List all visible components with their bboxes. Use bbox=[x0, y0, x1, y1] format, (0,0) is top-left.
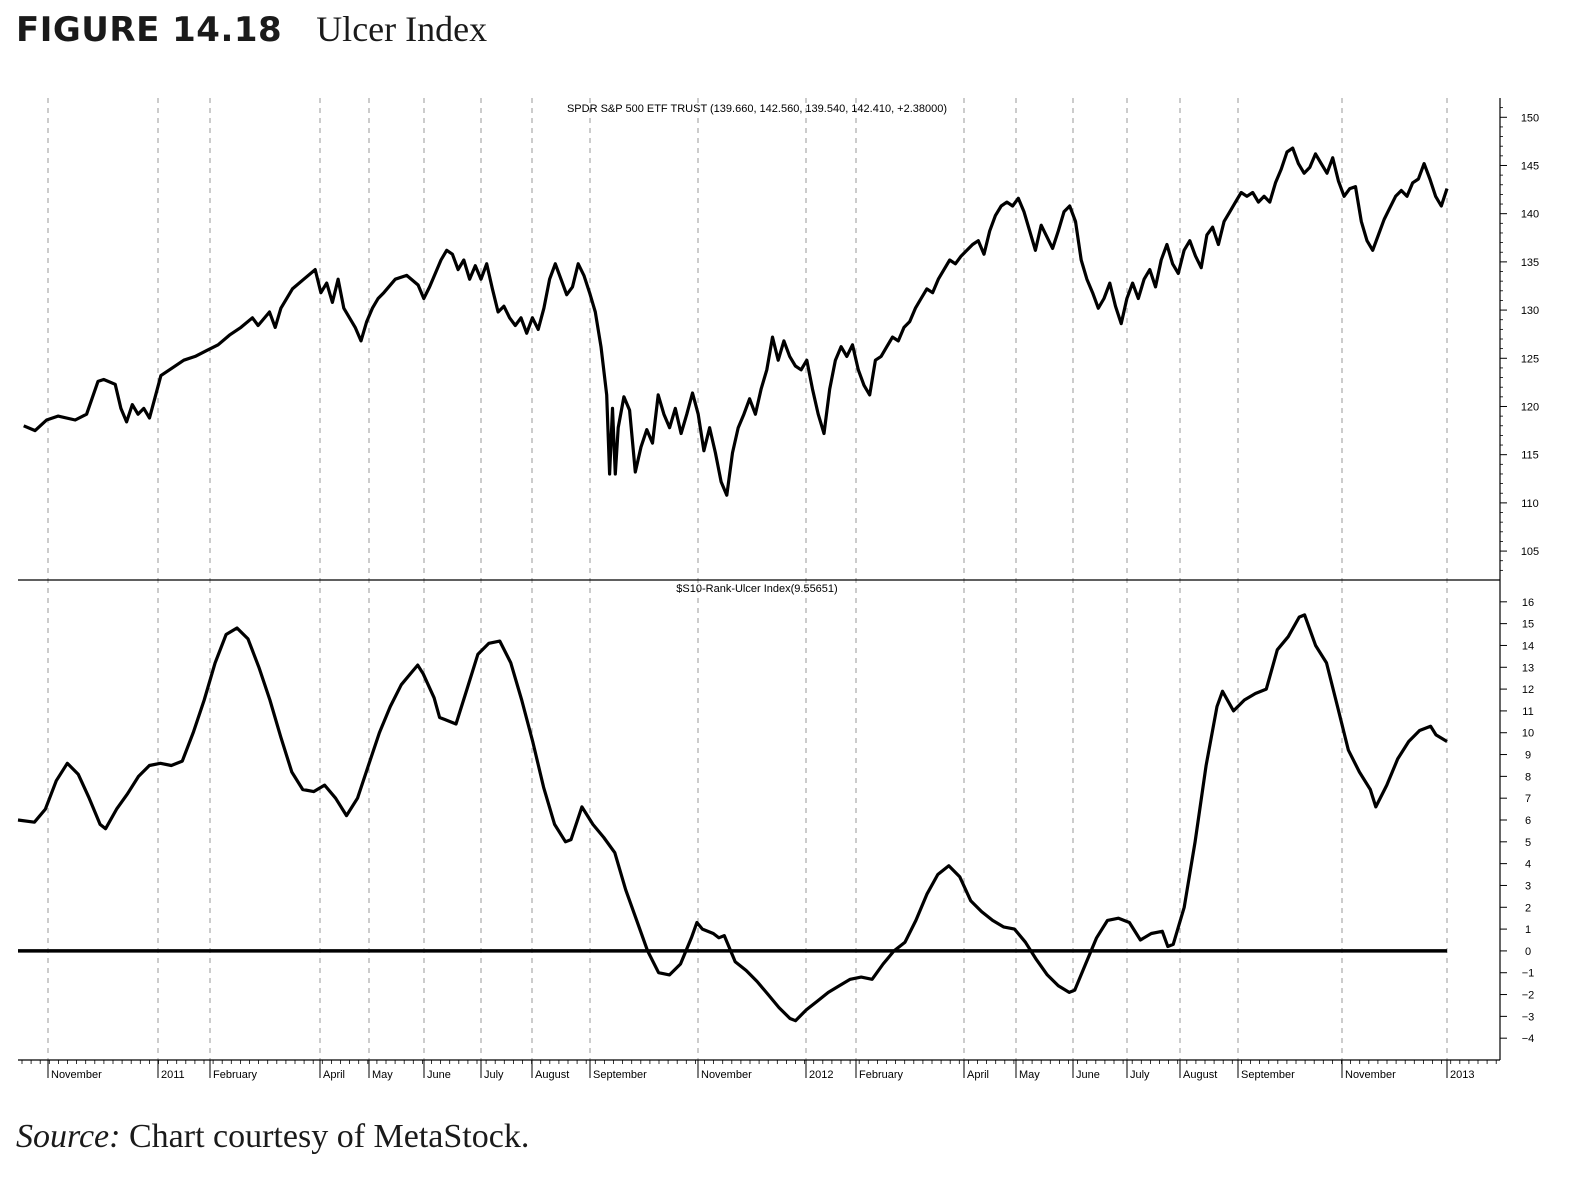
x-axis: November 2011 February April May June July Augu… bbox=[21, 1060, 1497, 1081]
x-tick-label: 2012 bbox=[809, 1069, 833, 1081]
price-series-line bbox=[23, 146, 1449, 497]
x-tick-label: February bbox=[859, 1069, 904, 1081]
ulcer-panel-title: $S10-Rank-Ulcer Index(9.55651) bbox=[676, 583, 837, 595]
x-tick-label: April bbox=[967, 1069, 989, 1081]
source-text: Chart courtesy of MetaStock. bbox=[128, 1118, 530, 1155]
y-tick-label: 140 bbox=[1521, 209, 1539, 221]
y-tick-label: 16 bbox=[1522, 597, 1534, 609]
y-tick-label: 13 bbox=[1522, 662, 1534, 674]
y-tick-label: 120 bbox=[1521, 401, 1539, 413]
y-tick-label: −3 bbox=[1522, 1011, 1535, 1023]
y-tick-label: 125 bbox=[1521, 353, 1539, 365]
y-tick-label: 14 bbox=[1522, 640, 1534, 652]
source-label: Source: bbox=[16, 1118, 121, 1155]
x-tick-label: August bbox=[535, 1069, 569, 1081]
x-tick-label: June bbox=[1076, 1069, 1100, 1081]
figure-number: FIGURE 14.18 bbox=[16, 10, 283, 50]
y-tick-label: 150 bbox=[1521, 112, 1539, 124]
source-note: Source: Chart courtesy of MetaStock. bbox=[16, 1118, 529, 1156]
grid-lines bbox=[47, 98, 1448, 1060]
x-tick-label: November bbox=[1345, 1069, 1396, 1081]
x-tick-label: May bbox=[372, 1069, 393, 1081]
y-tick-label: 7 bbox=[1525, 793, 1531, 805]
y-tick-label: −4 bbox=[1522, 1033, 1535, 1045]
chart-canvas: SPDR S&P 500 ETF TRUST (139.660, 142.560… bbox=[17, 98, 1539, 1081]
x-tick-label: November bbox=[51, 1069, 102, 1081]
x-tick-label: February bbox=[213, 1069, 258, 1081]
price-panel-title: SPDR S&P 500 ETF TRUST (139.660, 142.560… bbox=[567, 103, 947, 115]
ulcer-series-line bbox=[17, 613, 1448, 1023]
x-tick-label: 2011 bbox=[161, 1069, 185, 1081]
x-tick-label: September bbox=[593, 1069, 647, 1081]
y-tick-label: 0 bbox=[1525, 946, 1531, 958]
y-tick-label: 3 bbox=[1525, 880, 1531, 892]
x-tick-label: April bbox=[323, 1069, 345, 1081]
y-tick-label: 115 bbox=[1521, 450, 1539, 462]
price-y-axis: 105 110 115 120 125 130 135 140 145 150 bbox=[1500, 107, 1539, 571]
x-tick-label: September bbox=[1241, 1069, 1295, 1081]
y-tick-label: 145 bbox=[1521, 160, 1539, 172]
x-tick-label: July bbox=[484, 1069, 504, 1081]
y-tick-label: 2 bbox=[1525, 902, 1531, 914]
y-tick-label: −2 bbox=[1522, 990, 1535, 1002]
y-tick-label: −1 bbox=[1522, 968, 1535, 980]
x-tick-label: 2013 bbox=[1450, 1069, 1474, 1081]
x-tick-label: May bbox=[1019, 1069, 1040, 1081]
y-tick-label: 130 bbox=[1521, 305, 1539, 317]
figure-header: FIGURE 14.18 Ulcer Index bbox=[16, 8, 487, 52]
x-tick-label: June bbox=[427, 1069, 451, 1081]
y-tick-label: 8 bbox=[1525, 771, 1531, 783]
y-tick-label: 1 bbox=[1525, 924, 1531, 936]
y-tick-label: 110 bbox=[1521, 498, 1539, 510]
y-tick-label: 9 bbox=[1525, 750, 1531, 762]
y-tick-label: 15 bbox=[1522, 619, 1534, 631]
y-tick-label: 135 bbox=[1521, 257, 1539, 269]
y-tick-label: 11 bbox=[1522, 706, 1533, 718]
y-tick-label: 105 bbox=[1521, 546, 1539, 558]
x-tick-label: November bbox=[701, 1069, 752, 1081]
x-tick-label: July bbox=[1130, 1069, 1150, 1081]
y-tick-label: 4 bbox=[1525, 859, 1531, 871]
figure-title: Ulcer Index bbox=[316, 9, 488, 49]
y-tick-label: 6 bbox=[1525, 815, 1531, 827]
y-tick-label: 5 bbox=[1525, 837, 1531, 849]
x-tick-label: August bbox=[1183, 1069, 1217, 1081]
y-tick-label: 10 bbox=[1522, 728, 1534, 740]
y-tick-label: 12 bbox=[1522, 684, 1534, 696]
